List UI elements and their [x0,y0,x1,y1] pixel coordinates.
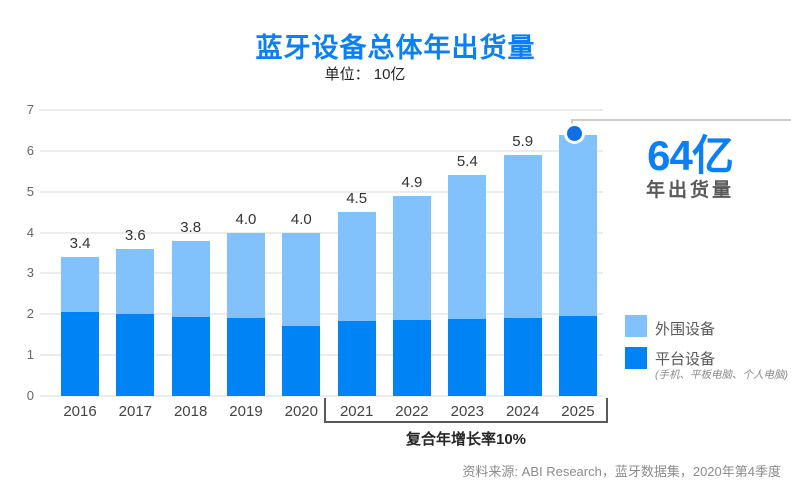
bar-segment-外围设备-2022 [392,195,431,320]
cagr-bracket [324,398,608,423]
x-axis-tick-2025: 2025 [561,403,595,420]
page-title: 蓝牙设备总体年出货量 [255,33,536,63]
x-axis-tick-2019: 2019 [229,403,263,420]
bar-segment-平台设备-2016 [61,312,99,396]
y-axis-tick-1: 1 [26,347,34,363]
gridline-y0 [40,395,603,397]
legend-label-peripheral: 外围设备 [655,321,716,338]
y-axis-tick-6: 6 [26,142,34,158]
gridline-y6 [40,149,603,152]
bar-segment-平台设备-2023 [448,319,487,396]
bar-value-label-2016: 3.4 [69,235,91,253]
y-axis-tick-4: 4 [26,224,34,240]
bar-segment-外围设备-2019 [226,232,265,319]
x-axis-tick-2016: 2016 [63,403,97,420]
bar-segment-外围设备-2021 [337,212,376,322]
legend-label-platform: 平台设备 [655,351,716,368]
bar-segment-平台设备-2022 [392,320,431,396]
bar-value-label-2019: 4.0 [235,210,257,228]
y-axis-tick-5: 5 [26,183,34,199]
cagr-label: 复合年增长率10% [405,431,527,448]
bar-segment-外围设备-2023 [448,175,487,320]
gridline-y4 [40,231,603,234]
x-axis-tick-2022: 2022 [395,403,429,420]
callout-connector-horizontal [571,119,791,121]
highlight-dot-2025 [564,122,586,144]
bar-value-label-2023: 5.4 [456,153,478,171]
x-axis-tick-2023: 2023 [450,403,484,420]
x-axis-tick-2017: 2017 [118,403,153,420]
x-axis-tick-2024: 2024 [505,403,540,420]
x-axis-tick-2020: 2020 [284,403,318,420]
bar-value-label-2021: 4.5 [346,190,368,208]
gridline-y5 [40,190,603,193]
bar-segment-外围设备-2018 [171,240,210,318]
x-axis-tick-2018: 2018 [173,403,208,420]
bar-value-label-2018: 3.8 [180,218,202,236]
bar-segment-外围设备-2017 [116,248,155,315]
callout-label: 年出货量 [645,180,734,201]
y-axis-tick-2: 2 [26,306,34,322]
bar-segment-平台设备-2021 [337,321,376,396]
bar-segment-平台设备-2019 [226,318,265,396]
gridline-y1 [40,354,603,357]
source-note: 资料来源: ABI Research，蓝牙数据集，2020年第4季度 [462,464,781,479]
legend-swatch-peripheral [625,315,647,337]
y-axis-tick-7: 7 [26,102,34,117]
y-axis-tick-0: 0 [26,388,34,403]
x-axis-tick-2021: 2021 [339,403,374,420]
bar-segment-外围设备-2016 [61,257,99,313]
callout-value: 64亿 [647,132,734,179]
bar-segment-平台设备-2017 [116,314,155,396]
bar-value-label-2020: 4.0 [290,210,312,228]
bar-segment-平台设备-2020 [282,325,321,396]
bar-value-label-2024: 5.9 [512,132,534,150]
bar-segment-平台设备-2024 [503,317,542,396]
bar-segment-外围设备-2025 [558,134,597,317]
bar-value-label-2022: 4.9 [401,173,423,191]
gridline-y7 [40,109,603,111]
legend-sublabel-platform: (手机、平板电脑、个人电脑) [655,369,788,381]
gridline-y3 [40,272,603,275]
bar-segment-外围设备-2020 [282,232,321,326]
gridline-y2 [40,313,603,316]
bar-segment-平台设备-2025 [558,316,597,396]
unit-subtitle: 单位： 10亿 [324,66,406,83]
bar-segment-平台设备-2018 [171,317,210,396]
bar-value-label-2017: 3.6 [124,226,146,244]
y-axis-tick-3: 3 [26,265,34,281]
legend-swatch-platform [625,347,647,369]
bar-segment-外围设备-2024 [503,154,542,318]
